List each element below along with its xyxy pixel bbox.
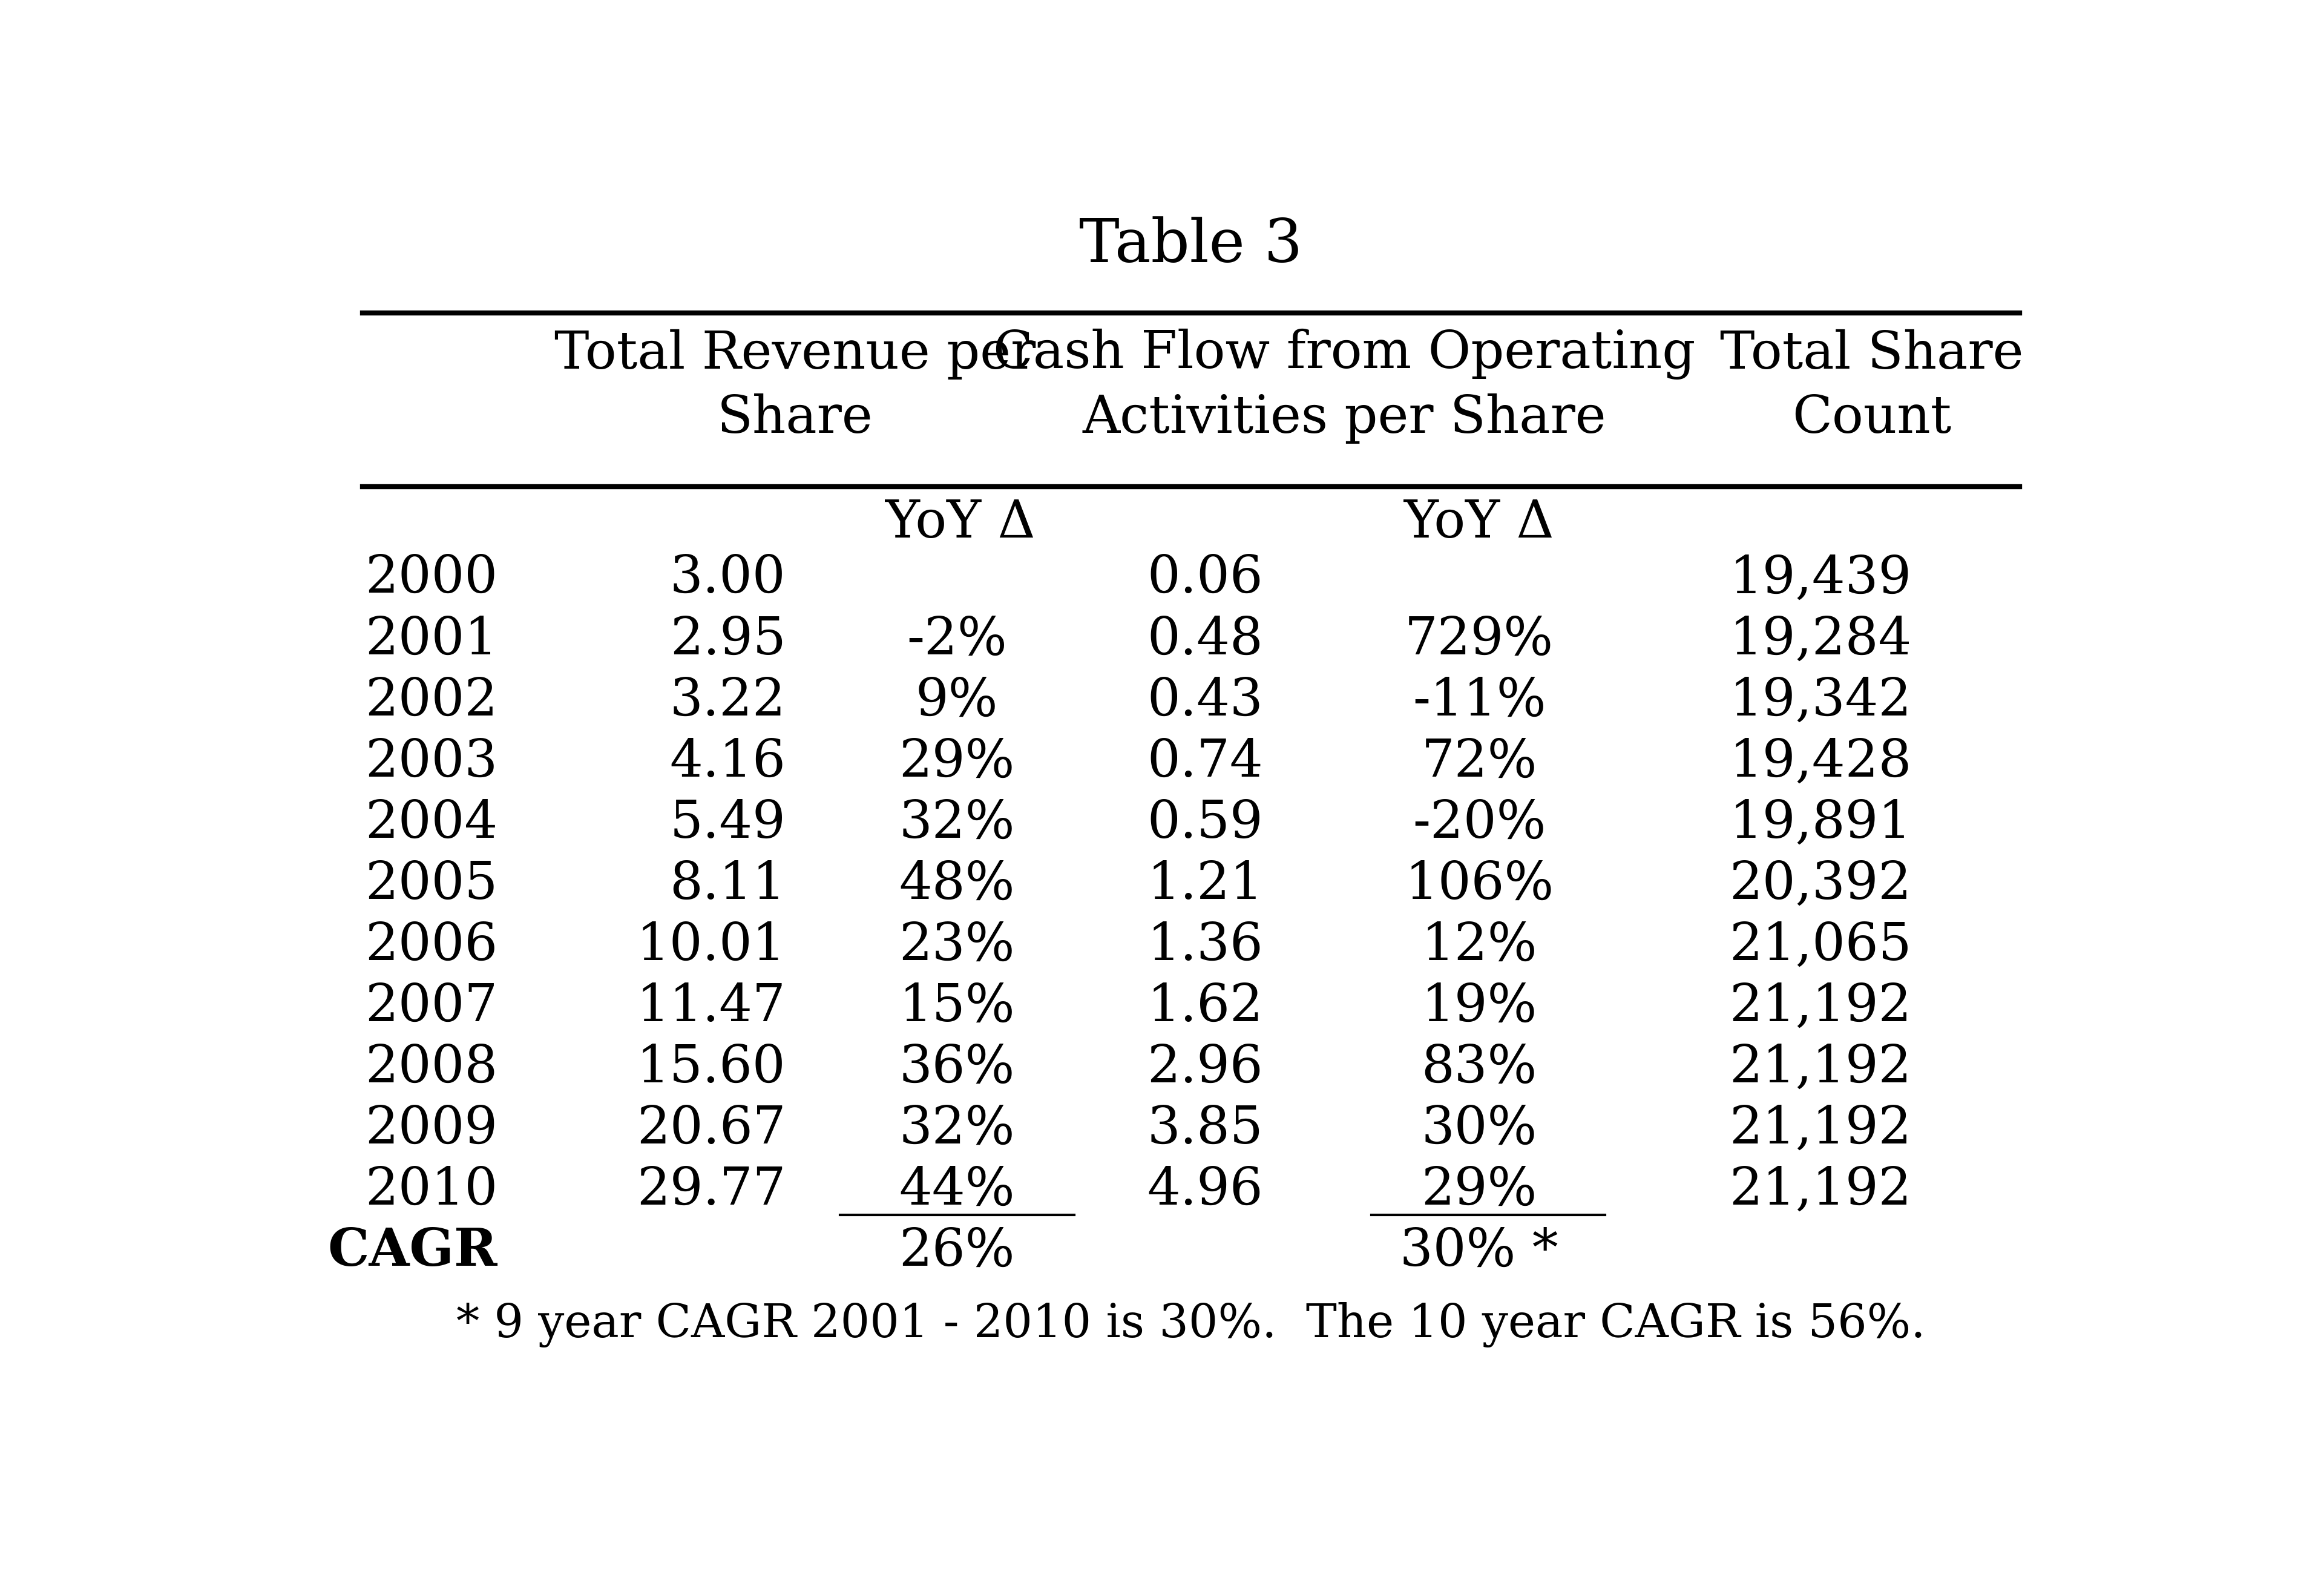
Text: 15.60: 15.60 [637,1042,786,1093]
Text: 29%: 29% [899,737,1016,787]
Text: 32%: 32% [899,798,1016,849]
Text: Total Revenue per
Share: Total Revenue per Share [553,329,1037,443]
Text: 2000: 2000 [365,553,497,604]
Text: 72%: 72% [1422,737,1536,787]
Text: 2010: 2010 [365,1165,497,1216]
Text: 44%: 44% [899,1165,1016,1216]
Text: 23%: 23% [899,920,1016,971]
Text: 21,192: 21,192 [1729,1165,1910,1216]
Text: Table 3: Table 3 [1078,216,1304,275]
Text: 9%: 9% [916,675,999,726]
Text: 2008: 2008 [365,1042,497,1093]
Text: 29.77: 29.77 [637,1165,786,1216]
Text: 19,284: 19,284 [1729,615,1910,664]
Text: -20%: -20% [1413,798,1545,849]
Text: 26%: 26% [899,1227,1016,1276]
Text: 5.49: 5.49 [669,798,786,849]
Text: 19,428: 19,428 [1729,737,1910,787]
Text: 19,342: 19,342 [1729,675,1910,726]
Text: 3.22: 3.22 [669,675,786,726]
Text: 11.47: 11.47 [637,982,786,1031]
Text: 0.74: 0.74 [1148,737,1264,787]
Text: 20.67: 20.67 [637,1104,786,1154]
Text: 15%: 15% [899,982,1016,1031]
Text: 21,192: 21,192 [1729,982,1910,1031]
Text: 1.21: 1.21 [1148,860,1264,909]
Text: 729%: 729% [1404,615,1555,664]
Text: 3.85: 3.85 [1148,1104,1264,1154]
Text: 2.96: 2.96 [1148,1042,1264,1093]
Text: 19,439: 19,439 [1729,553,1910,604]
Text: 21,192: 21,192 [1729,1104,1910,1154]
Text: 21,192: 21,192 [1729,1042,1910,1093]
Text: YoY Δ: YoY Δ [885,499,1037,548]
Text: 2009: 2009 [365,1104,497,1154]
Text: 83%: 83% [1422,1042,1536,1093]
Text: 30% *: 30% * [1399,1227,1559,1276]
Text: 3.00: 3.00 [669,553,786,604]
Text: 4.96: 4.96 [1148,1165,1264,1216]
Text: 36%: 36% [899,1042,1016,1093]
Text: 30%: 30% [1422,1104,1536,1154]
Text: 29%: 29% [1422,1165,1536,1216]
Text: 2002: 2002 [365,675,497,726]
Text: 2001: 2001 [365,615,497,664]
Text: 2003: 2003 [365,737,497,787]
Text: 2006: 2006 [365,920,497,971]
Text: 12%: 12% [1422,920,1536,971]
Text: 19%: 19% [1422,982,1536,1031]
Text: YoY Δ: YoY Δ [1404,499,1555,548]
Text: 20,392: 20,392 [1729,860,1910,909]
Text: 2.95: 2.95 [669,615,786,664]
Text: 21,065: 21,065 [1729,920,1910,971]
Text: 8.11: 8.11 [669,860,786,909]
Text: 2007: 2007 [365,982,497,1031]
Text: Cash Flow from Operating
Activities per Share: Cash Flow from Operating Activities per … [992,329,1694,443]
Text: 0.43: 0.43 [1148,675,1264,726]
Text: 106%: 106% [1404,860,1555,909]
Text: 48%: 48% [899,860,1016,909]
Text: 1.36: 1.36 [1148,920,1264,971]
Text: CAGR: CAGR [328,1227,497,1278]
Text: 19,891: 19,891 [1729,798,1910,849]
Text: 10.01: 10.01 [637,920,786,971]
Text: -2%: -2% [906,615,1006,664]
Text: 1.62: 1.62 [1148,982,1264,1031]
Text: -11%: -11% [1413,675,1545,726]
Text: 32%: 32% [899,1104,1016,1154]
Text: 2005: 2005 [365,860,497,909]
Text: 0.59: 0.59 [1148,798,1264,849]
Text: 0.06: 0.06 [1148,553,1264,604]
Text: 0.48: 0.48 [1148,615,1264,664]
Text: Total Share
Count: Total Share Count [1720,329,2024,443]
Text: * 9 year CAGR 2001 - 2010 is 30%.  The 10 year CAGR is 56%.: * 9 year CAGR 2001 - 2010 is 30%. The 10… [456,1303,1927,1347]
Text: 4.16: 4.16 [669,737,786,787]
Text: 2004: 2004 [365,798,497,849]
